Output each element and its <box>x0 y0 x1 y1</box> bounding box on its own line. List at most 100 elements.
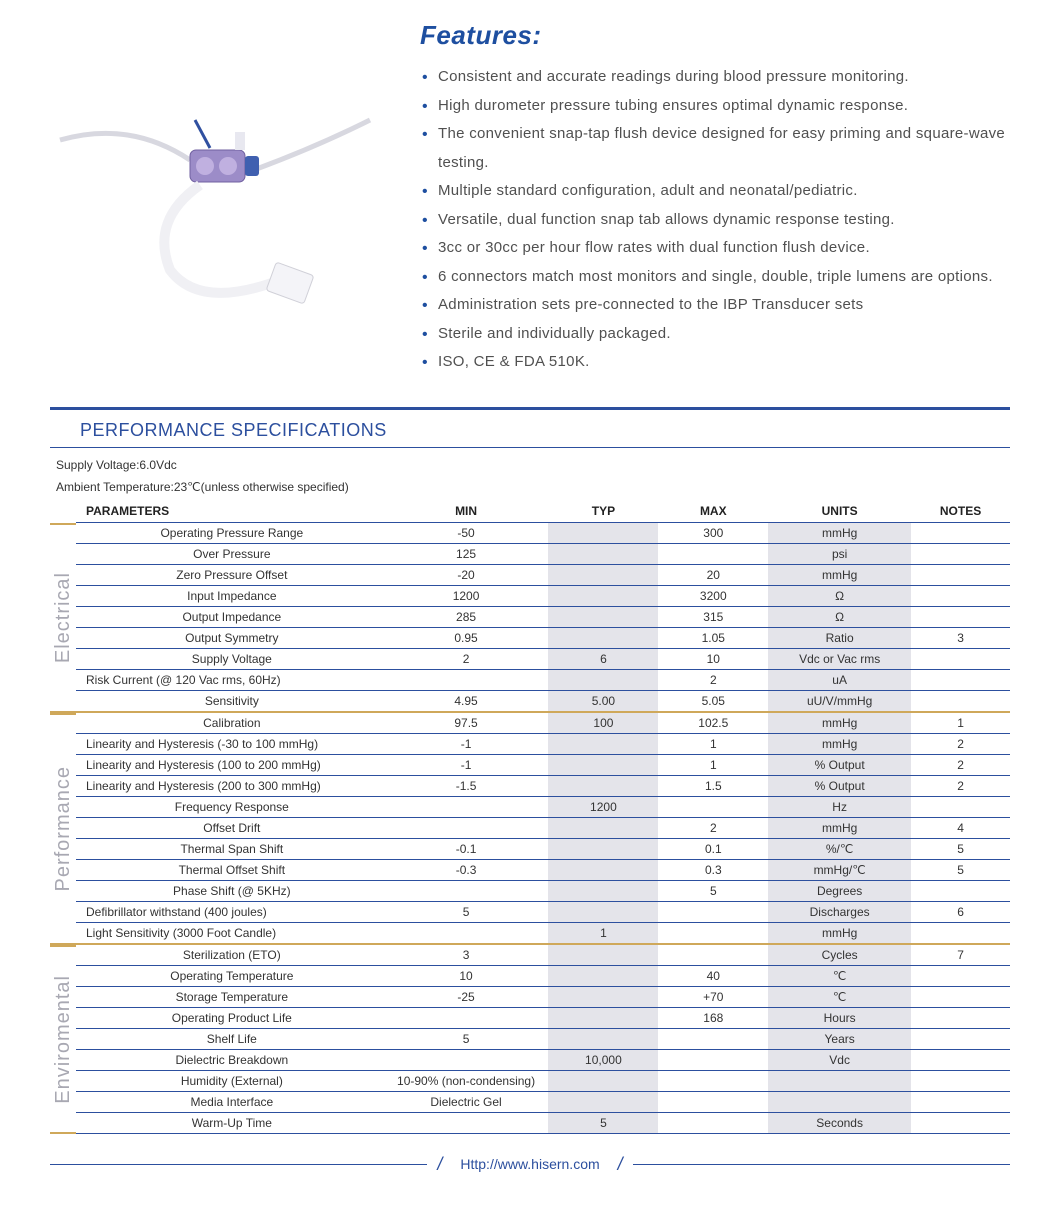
cell <box>548 1091 658 1112</box>
table-row: Over Pressure125psi <box>76 543 1010 564</box>
cell <box>548 523 658 544</box>
cell: 5 <box>548 1112 658 1133</box>
table-row: Output Symmetry0.951.05Ratio3 <box>76 627 1010 648</box>
table-row: Output Impedance285315Ω <box>76 606 1010 627</box>
table-row: Linearity and Hysteresis (100 to 200 mmH… <box>76 754 1010 775</box>
cell <box>548 965 658 986</box>
footer: / Http://www.hisern.com / <box>50 1154 1010 1175</box>
cell <box>548 1028 658 1049</box>
table-row: Linearity and Hysteresis (200 to 300 mmH… <box>76 775 1010 796</box>
cell <box>911 669 1010 690</box>
cell: Defibrillator withstand (400 joules) <box>76 901 384 922</box>
cell: mmHg/℃ <box>768 859 911 880</box>
cell: Operating Temperature <box>76 965 384 986</box>
cell <box>658 1028 768 1049</box>
cell: 2 <box>658 817 768 838</box>
cell: 125 <box>384 543 549 564</box>
cell: 1 <box>548 922 658 944</box>
cell: Offset Drift <box>76 817 384 838</box>
cell <box>384 922 549 944</box>
cell: Linearity and Hysteresis (100 to 200 mmH… <box>76 754 384 775</box>
cell <box>911 922 1010 944</box>
features-title: Features: <box>420 20 1010 51</box>
cell <box>384 817 549 838</box>
cell <box>658 1112 768 1133</box>
cell <box>911 523 1010 544</box>
cell <box>911 796 1010 817</box>
cell <box>768 1091 911 1112</box>
cell: 1.05 <box>658 627 768 648</box>
table-row: Dielectric Breakdown10,000Vdc <box>76 1049 1010 1070</box>
cell: Output Impedance <box>76 606 384 627</box>
spec-header-table: PARAMETERS MIN TYP MAX UNITS NOTES <box>76 500 1010 523</box>
slash-right: / <box>618 1154 623 1175</box>
col-min: MIN <box>384 500 549 523</box>
spec-meta-voltage: Supply Voltage:6.0Vdc <box>50 456 1010 474</box>
cell: 2 <box>911 733 1010 754</box>
cell: 2 <box>911 754 1010 775</box>
cell: 4.95 <box>384 690 549 712</box>
cell: Discharges <box>768 901 911 922</box>
group-label: Performance <box>50 713 76 945</box>
cell <box>548 733 658 754</box>
cell: Dielectric Gel <box>384 1091 549 1112</box>
table-row: Zero Pressure Offset-2020mmHg <box>76 564 1010 585</box>
cell: 0.1 <box>658 838 768 859</box>
cell <box>911 606 1010 627</box>
cell: 315 <box>658 606 768 627</box>
cell: 2 <box>658 669 768 690</box>
cell: mmHg <box>768 733 911 754</box>
cell <box>548 859 658 880</box>
cell: -0.3 <box>384 859 549 880</box>
table-row: Storage Temperature-25+70℃ <box>76 986 1010 1007</box>
cell: Hz <box>768 796 911 817</box>
cell <box>384 1112 549 1133</box>
product-image <box>50 20 390 320</box>
table-row: Offset Drift2mmHg4 <box>76 817 1010 838</box>
cell: 285 <box>384 606 549 627</box>
cell <box>548 880 658 901</box>
cell: Ratio <box>768 627 911 648</box>
cell: 300 <box>658 523 768 544</box>
cell: mmHg <box>768 523 911 544</box>
cell <box>548 754 658 775</box>
table-row: Humidity (External)10-90% (non-condensin… <box>76 1070 1010 1091</box>
feature-item: Sterile and individually packaged. <box>420 320 1010 349</box>
table-row: Defibrillator withstand (400 joules)5 Dis… <box>76 901 1010 922</box>
spec-group: ElectricalOperating Pressure Range-50300… <box>50 523 1010 713</box>
cell: Calibration <box>76 713 384 734</box>
cell <box>768 1070 911 1091</box>
col-units: UNITS <box>768 500 911 523</box>
cell: 6 <box>548 648 658 669</box>
table-row: Frequency Response1200Hz <box>76 796 1010 817</box>
cell <box>911 1049 1010 1070</box>
cell: -1 <box>384 733 549 754</box>
spec-section: PERFORMANCE SPECIFICATIONS Supply Voltag… <box>50 407 1010 1134</box>
cell <box>658 543 768 564</box>
cell: Ω <box>768 585 911 606</box>
table-row: Linearity and Hysteresis (-30 to 100 mmH… <box>76 733 1010 754</box>
cell: Warm-Up Time <box>76 1112 384 1133</box>
cell <box>911 880 1010 901</box>
cell <box>548 564 658 585</box>
cell: Humidity (External) <box>76 1070 384 1091</box>
cell <box>911 543 1010 564</box>
cell: Light Sensitivity (3000 Foot Candle) <box>76 922 384 944</box>
cell: Sterilization (ETO) <box>76 945 384 966</box>
cell <box>658 1070 768 1091</box>
cell: 5 <box>384 901 549 922</box>
cell: Years <box>768 1028 911 1049</box>
feature-item: ISO, CE & FDA 510K. <box>420 348 1010 377</box>
cell: 1200 <box>548 796 658 817</box>
spec-table: Operating Pressure Range-50300mmHgOver P… <box>76 523 1010 713</box>
feature-item: High durometer pressure tubing ensures o… <box>420 92 1010 121</box>
cell: mmHg <box>768 922 911 944</box>
cell <box>911 1028 1010 1049</box>
spec-table: Calibration97.5100102.5mmHg1Linearity an… <box>76 713 1010 945</box>
cell: Sensitivity <box>76 690 384 712</box>
cell <box>548 838 658 859</box>
cell: mmHg <box>768 713 911 734</box>
feature-item: Multiple standard configuration, adult a… <box>420 177 1010 206</box>
spec-meta-temp: Ambient Temperature:23℃(unless otherwise… <box>50 478 1010 496</box>
cell: Phase Shift (@ 5KHz) <box>76 880 384 901</box>
